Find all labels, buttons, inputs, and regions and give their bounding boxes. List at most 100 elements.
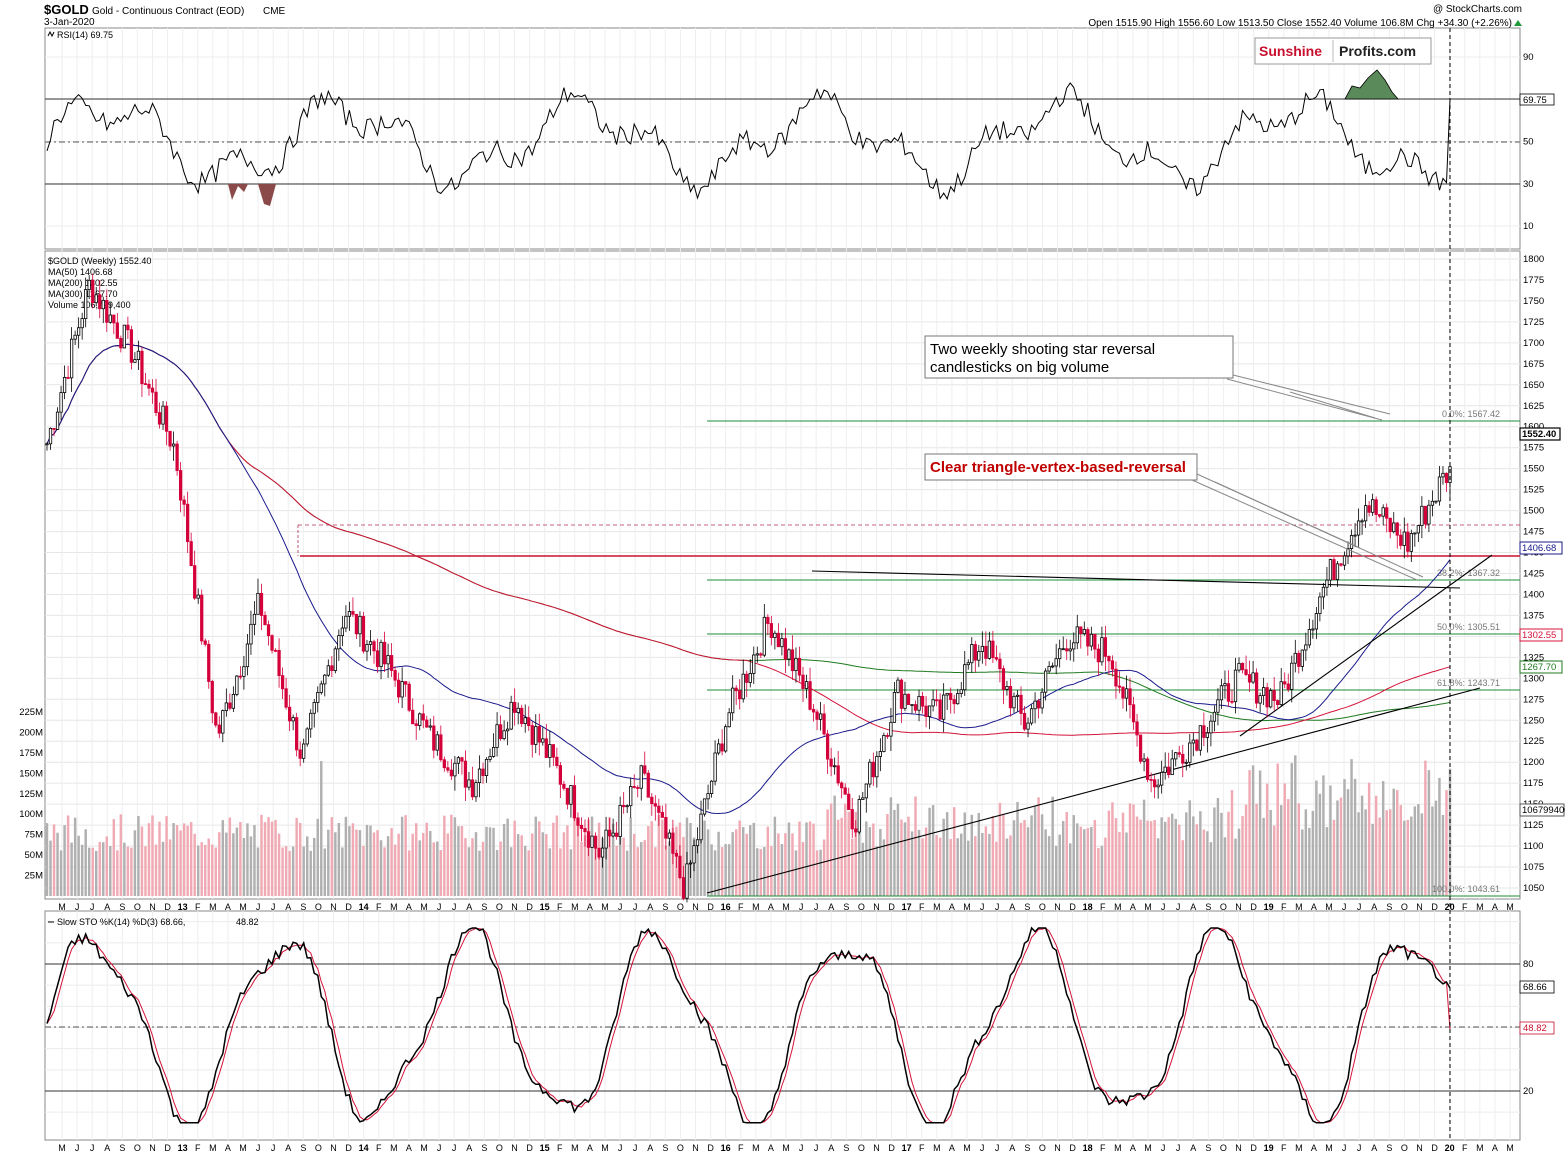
volume-bar <box>1276 763 1279 896</box>
volume-bar <box>1181 840 1184 896</box>
rsi-line <box>46 82 1451 201</box>
volume-bar <box>263 822 267 896</box>
candle-body <box>470 779 475 798</box>
candle-body <box>1297 652 1301 667</box>
candle-body <box>530 725 534 745</box>
volume-bar <box>1283 783 1286 896</box>
volume-bar <box>45 823 49 896</box>
volume-bar <box>759 849 763 896</box>
price-tick-label: 1800 <box>1523 254 1544 265</box>
x-tick-label: J <box>980 902 985 912</box>
x-tick-label: F <box>1281 1143 1287 1153</box>
candle-body <box>555 756 559 767</box>
volume-bar <box>154 844 158 896</box>
volume-bar <box>1174 818 1177 896</box>
candle-body <box>544 738 548 758</box>
candle-body <box>284 688 288 708</box>
candle-body <box>994 657 999 660</box>
svg-text:1552.40: 1552.40 <box>1522 429 1556 440</box>
candle-body <box>1349 535 1354 549</box>
x-tick-label: 15 <box>540 902 550 912</box>
candle-body <box>235 675 239 695</box>
x-tick-label: O <box>134 902 141 912</box>
x-tick-label: N <box>1235 1143 1242 1153</box>
x-tick-label: S <box>843 1143 849 1153</box>
candle-body <box>1262 687 1266 696</box>
candle-body <box>1082 629 1086 635</box>
x-tick-label: 15 <box>540 1143 550 1153</box>
volume-bar <box>942 818 945 896</box>
x-tick-label: N <box>1416 902 1423 912</box>
volume-bar <box>450 814 453 896</box>
candle-body <box>734 687 738 692</box>
volume-bar <box>1381 781 1385 896</box>
candle-body <box>1276 700 1280 706</box>
up-arrow-icon <box>1514 20 1522 26</box>
sunshine-profits-logo: Sunshine Profits.com <box>1254 37 1432 65</box>
volume-bar <box>298 822 302 896</box>
volume-bar <box>886 814 889 896</box>
x-tick-label: D <box>164 1143 171 1153</box>
candle-body <box>534 726 538 745</box>
candle-body <box>822 713 826 735</box>
candle-body <box>1015 694 1020 697</box>
svg-text:Two weekly shooting star rever: Two weekly shooting star reversal <box>930 341 1155 358</box>
volume-bar <box>1234 838 1237 896</box>
volume-bar <box>239 821 242 896</box>
volume-bar <box>288 850 291 896</box>
price-tick-label: 1500 <box>1523 506 1544 517</box>
candle-body <box>882 735 886 752</box>
volume-bar <box>664 845 668 896</box>
x-tick-label: N <box>1416 1143 1423 1153</box>
x-tick-label: N <box>330 902 337 912</box>
x-tick-label: N <box>873 902 880 912</box>
volume-bar <box>495 849 499 896</box>
volume-bar <box>1445 790 1448 896</box>
volume-bar <box>242 837 246 896</box>
x-tick-label: J <box>90 1143 95 1153</box>
candle-body <box>1444 472 1449 483</box>
x-tick-label: S <box>662 1143 668 1153</box>
x-tick-label: 16 <box>721 1143 731 1153</box>
candle-body <box>692 845 696 864</box>
candle-body <box>1043 670 1048 693</box>
candle-body <box>1325 579 1329 588</box>
candle-body <box>1237 662 1241 671</box>
candle-body <box>446 767 450 771</box>
volume-bar <box>1030 815 1033 896</box>
candle-body <box>302 743 306 759</box>
volume-bar <box>1114 818 1118 896</box>
x-tick-label: M <box>1144 902 1152 912</box>
candle-body <box>52 427 56 430</box>
volume-bar <box>974 836 977 896</box>
price-axis: 1800 1775 1750 1725 1700 1675 1650 1625 1600 1575… <box>1523 254 1544 894</box>
x-tick-label: A <box>1492 902 1498 912</box>
candle-body <box>875 756 879 778</box>
volume-bar <box>1258 770 1262 896</box>
volume-bar <box>277 833 281 896</box>
volume-bar <box>1146 820 1149 896</box>
candle-body <box>389 655 394 671</box>
candle-body <box>593 835 598 849</box>
x-tick-label: 14 <box>359 1143 369 1153</box>
svg-text:48.82: 48.82 <box>236 917 259 927</box>
candle-body <box>804 681 809 689</box>
volume-bar <box>1047 836 1051 896</box>
candle-body <box>583 828 587 833</box>
candle-body <box>375 650 380 667</box>
candle-body <box>1367 505 1371 513</box>
candle-body <box>949 692 953 700</box>
volume-bars <box>45 755 1452 896</box>
svg-text:Slow STO %K(14) %D(3) 68.66,: Slow STO %K(14) %D(3) 68.66, <box>57 917 185 927</box>
volume-bar <box>341 847 344 896</box>
candle-body <box>425 719 429 728</box>
x-tick-label: M <box>58 1143 66 1153</box>
volume-bar <box>640 842 643 896</box>
volume-bar <box>727 844 731 896</box>
volume-bar <box>636 847 639 896</box>
x-tick-label: J <box>618 1143 623 1153</box>
price-panel <box>44 250 1521 900</box>
volume-bar <box>422 833 425 896</box>
volume-bar <box>1290 763 1293 896</box>
volume-bar <box>351 823 355 896</box>
